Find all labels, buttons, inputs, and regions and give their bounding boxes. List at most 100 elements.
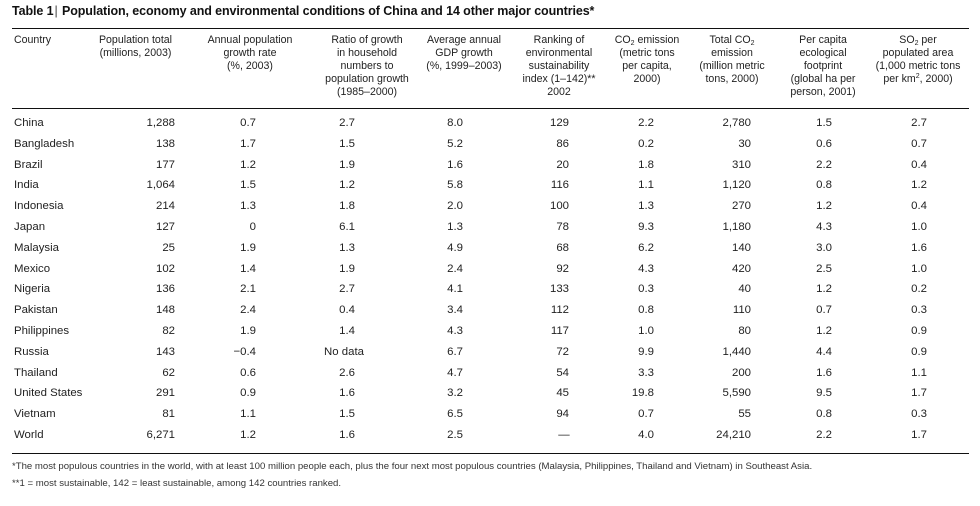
cell-so2-per-area: 0.4 xyxy=(911,158,927,171)
column-header-line: population growth xyxy=(325,73,409,85)
cell-household-growth-ratio: 1.3 xyxy=(339,241,355,254)
cell-so2-per-area: 1.0 xyxy=(911,220,927,233)
column-header-line: per capita, xyxy=(622,60,672,72)
column-header-line: growth rate xyxy=(223,47,277,59)
cell-population-total: 102 xyxy=(155,262,175,275)
cell-co2-total: 140 xyxy=(731,241,751,254)
cell-population-total: 138 xyxy=(155,137,175,150)
column-header-population-growth-rate: Annual population growth rate (%, 2003) xyxy=(195,34,305,73)
column-header-line: (1985–2000) xyxy=(336,86,398,98)
cell-gdp-growth: 1.3 xyxy=(447,220,463,233)
cell-household-growth-ratio: 0.4 xyxy=(339,304,355,317)
cell-so2-per-area: 0.7 xyxy=(911,137,927,150)
cell-population-total: 6,271 xyxy=(146,428,175,441)
column-header-line: Total CO2 xyxy=(709,34,755,47)
cell-co2-per-capita: 6.2 xyxy=(638,241,654,254)
column-header-line: (%, 2003) xyxy=(227,60,273,72)
column-header-line: in household xyxy=(336,47,398,59)
column-header-line: (1,000 metric tons xyxy=(875,60,961,72)
table-row: Russia 143 −0.4 No data 6.7 72 9.9 1,440 4.4 0.9 xyxy=(0,343,980,364)
cell-population-growth-rate: 0 xyxy=(249,220,256,233)
cell-gdp-growth: 2.0 xyxy=(447,200,463,213)
table-row: Thailand 62 0.6 2.6 4.7 54 3.3 200 1.6 1.1 xyxy=(0,364,980,385)
column-header-line: Population total xyxy=(98,34,173,46)
column-header-line: (metric tons xyxy=(619,47,675,59)
row-country-name: World xyxy=(14,428,44,441)
column-header-country: Country xyxy=(14,34,94,47)
cell-ecological-footprint: 1.2 xyxy=(816,200,832,213)
cell-gdp-growth: 3.4 xyxy=(447,304,463,317)
cell-sustainability-rank: 54 xyxy=(556,366,569,379)
column-header-line: Ranking of xyxy=(533,34,585,46)
cell-ecological-footprint: 1.2 xyxy=(816,324,832,337)
table-row: Vietnam 81 1.1 1.5 6.5 94 0.7 55 0.8 0.3 xyxy=(0,405,980,426)
column-header-household-growth-ratio: Ratio of growth in household numbers to pop… xyxy=(312,34,422,99)
cell-sustainability-rank: 129 xyxy=(549,117,569,129)
cell-gdp-growth: 4.9 xyxy=(447,241,463,254)
cell-gdp-growth: 3.2 xyxy=(447,387,463,400)
cell-co2-total: 80 xyxy=(738,324,751,337)
table-row: Indonesia 214 1.3 1.8 2.0 100 1.3 270 1.2 0.4 xyxy=(0,197,980,218)
cell-household-growth-ratio: 1.5 xyxy=(339,137,355,150)
cell-household-growth-ratio: 1.9 xyxy=(339,262,355,275)
cell-population-growth-rate: 0.6 xyxy=(240,366,256,379)
cell-so2-per-area: 1.7 xyxy=(911,387,927,400)
cell-ecological-footprint: 4.4 xyxy=(816,345,832,358)
cell-gdp-growth: 5.8 xyxy=(447,179,463,192)
cell-sustainability-rank: 86 xyxy=(556,137,569,150)
row-country-name: India xyxy=(14,179,39,192)
cell-so2-per-area: 0.3 xyxy=(911,304,927,317)
column-header-line: Per capita xyxy=(799,34,847,46)
table-row: Philippines 82 1.9 1.4 4.3 117 1.0 80 1.2 0.9 xyxy=(0,322,980,343)
cell-population-growth-rate: 1.5 xyxy=(240,179,256,192)
cell-population-growth-rate: 1.2 xyxy=(240,158,256,171)
cell-so2-per-area: 1.2 xyxy=(911,179,927,192)
table-header: Country Population total (millions, 2003) A… xyxy=(0,34,980,106)
cell-co2-total: 1,180 xyxy=(722,220,751,233)
cell-population-total: 143 xyxy=(155,345,175,358)
cell-population-total: 136 xyxy=(155,283,175,296)
column-header-line: index (1–142)** xyxy=(522,73,596,85)
column-header-co2-total: Total CO2 emission (million metric tons, 20… xyxy=(690,34,774,86)
cell-co2-total: 2,780 xyxy=(722,117,751,129)
cell-ecological-footprint: 1.6 xyxy=(816,366,832,379)
column-header-line: tons, 2000) xyxy=(705,73,759,85)
cell-population-growth-rate: −0.4 xyxy=(233,345,257,358)
cell-ecological-footprint: 2.2 xyxy=(816,428,832,441)
cell-co2-per-capita: 9.9 xyxy=(638,345,654,358)
cell-population-total: 1,064 xyxy=(146,179,175,192)
cell-co2-per-capita: 4.3 xyxy=(638,262,654,275)
cell-sustainability-rank: 117 xyxy=(550,324,569,337)
cell-co2-per-capita: 1.3 xyxy=(638,200,654,213)
cell-so2-per-area: 0.2 xyxy=(911,283,927,296)
column-header-line: sustainability xyxy=(528,60,590,72)
cell-population-growth-rate: 0.9 xyxy=(240,387,256,400)
cell-household-growth-ratio: 2.7 xyxy=(339,283,355,296)
cell-co2-per-capita: 0.3 xyxy=(638,283,654,296)
cell-sustainability-rank: 45 xyxy=(556,387,569,400)
cell-ecological-footprint: 2.2 xyxy=(816,158,832,171)
cell-household-growth-ratio: 2.7 xyxy=(339,117,355,129)
column-header-sustainability-rank: Ranking of environmental sustainability ind… xyxy=(515,34,603,99)
cell-so2-per-area: 1.0 xyxy=(911,262,927,275)
column-header-line: (millions, 2003) xyxy=(99,47,172,59)
cell-population-growth-rate: 2.1 xyxy=(240,283,256,296)
cell-co2-total: 1,120 xyxy=(722,179,751,192)
table-row: Mexico 102 1.4 1.9 2.4 92 4.3 420 2.5 1.0 xyxy=(0,260,980,281)
table-row: United States 291 0.9 1.6 3.2 45 19.8 5,590 9.5 1… xyxy=(0,384,980,405)
cell-population-growth-rate: 1.9 xyxy=(240,324,256,337)
row-country-name: Japan xyxy=(14,220,46,233)
column-header-line: (%, 1999–2003) xyxy=(426,60,502,72)
cell-sustainability-rank: 112 xyxy=(550,304,569,317)
cell-population-total: 148 xyxy=(155,304,175,317)
cell-gdp-growth: 8.0 xyxy=(447,117,463,129)
row-country-name: Brazil xyxy=(14,158,43,171)
row-country-name: Russia xyxy=(14,345,49,358)
cell-co2-total: 310 xyxy=(731,158,751,171)
cell-co2-per-capita: 9.3 xyxy=(638,220,654,233)
cell-so2-per-area: 0.3 xyxy=(911,408,927,421)
cell-population-total: 82 xyxy=(162,324,175,337)
column-header-line: SO2 per xyxy=(899,34,937,47)
cell-population-growth-rate: 1.1 xyxy=(240,408,256,421)
